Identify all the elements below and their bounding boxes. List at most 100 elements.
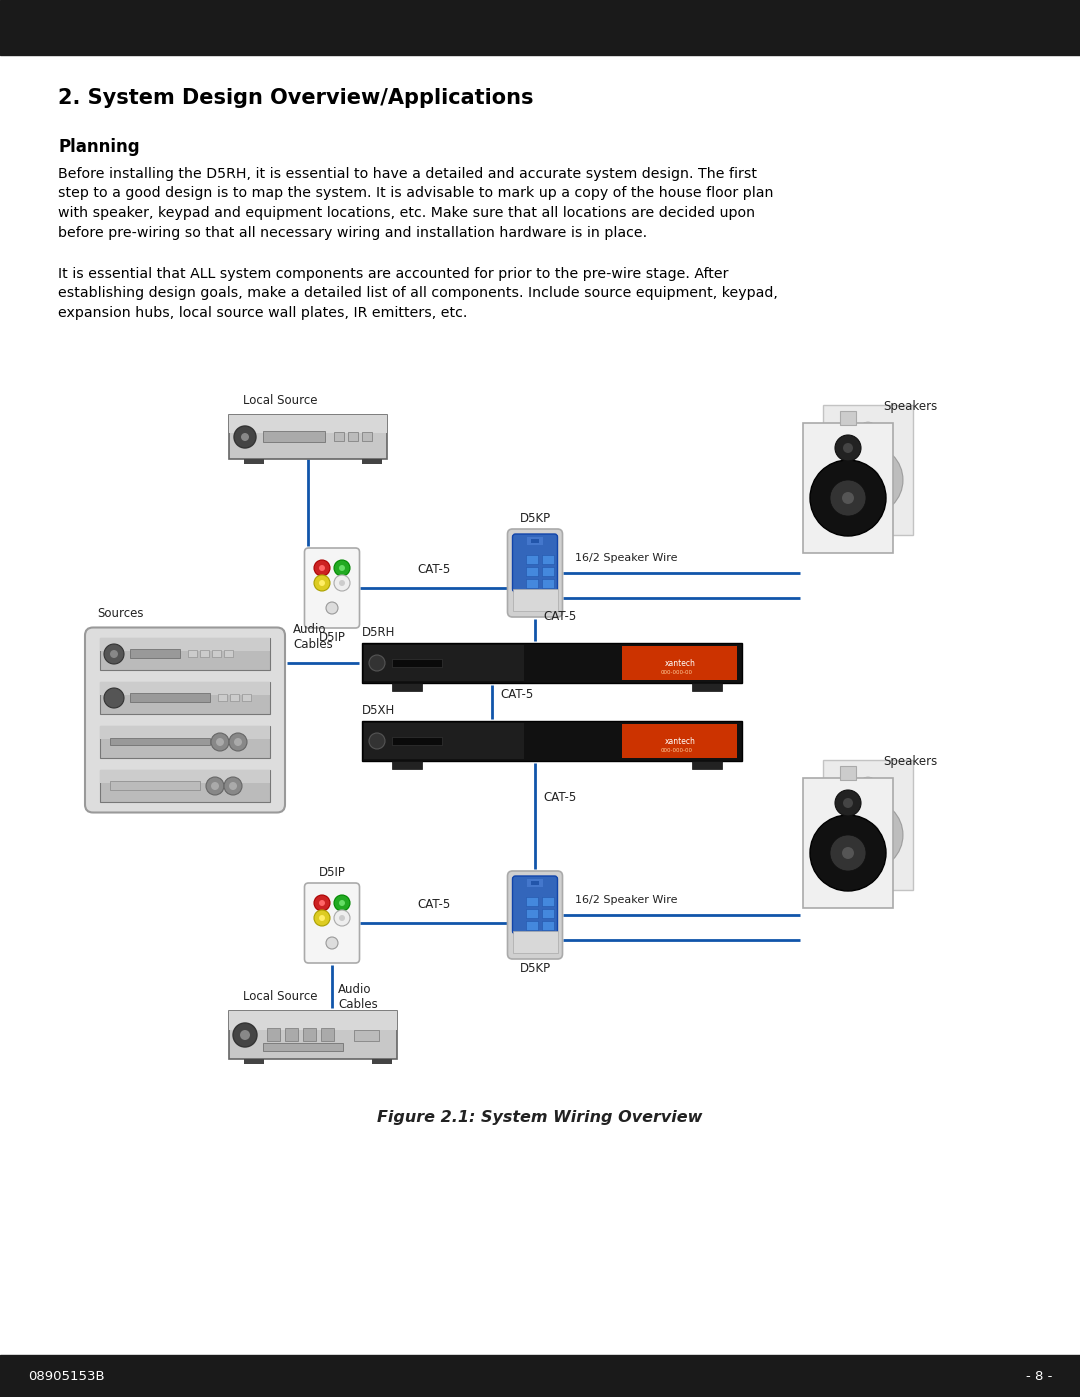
Text: step to a good design is to map the system. It is advisable to mark up a copy of: step to a good design is to map the syst…	[58, 187, 773, 201]
Text: D5KP: D5KP	[519, 511, 551, 525]
Text: Planning: Planning	[58, 138, 139, 156]
Circle shape	[369, 655, 384, 671]
Text: Audio
Cables: Audio Cables	[338, 983, 378, 1011]
Text: establishing design goals, make a detailed list of all components. Include sourc: establishing design goals, make a detail…	[58, 286, 778, 300]
Bar	[804, 778, 893, 908]
Bar	[188, 650, 197, 657]
Bar	[362, 643, 742, 683]
Bar	[0, 0, 1080, 54]
Bar	[624, 668, 734, 678]
Text: expansion hubs, local source wall plates, IR emitters, etc.: expansion hubs, local source wall plates…	[58, 306, 468, 320]
Bar	[624, 746, 734, 756]
Bar	[513, 930, 557, 953]
FancyBboxPatch shape	[85, 627, 285, 813]
Circle shape	[314, 560, 330, 576]
Bar	[100, 682, 270, 694]
Circle shape	[334, 560, 350, 576]
Bar	[285, 1028, 298, 1041]
Bar	[840, 766, 856, 780]
Bar	[542, 909, 554, 918]
Bar	[526, 921, 538, 930]
Text: xantech: xantech	[664, 736, 696, 746]
Circle shape	[843, 443, 853, 453]
Circle shape	[326, 602, 338, 615]
Bar	[264, 432, 325, 441]
Circle shape	[216, 738, 224, 746]
Bar	[542, 921, 554, 930]
Bar	[804, 423, 893, 553]
Circle shape	[224, 777, 242, 795]
Circle shape	[211, 733, 229, 752]
Bar	[542, 555, 554, 564]
Bar	[527, 536, 543, 545]
Bar	[100, 726, 270, 759]
Bar	[244, 460, 264, 464]
Text: Sources: Sources	[97, 608, 144, 620]
Bar	[840, 411, 856, 425]
Bar	[130, 650, 180, 658]
Text: CAT-5: CAT-5	[417, 563, 450, 576]
FancyBboxPatch shape	[305, 548, 360, 629]
Bar	[622, 724, 737, 759]
Bar	[531, 539, 539, 543]
Bar	[110, 738, 210, 745]
Text: CAT-5: CAT-5	[417, 898, 450, 911]
Bar	[531, 882, 539, 886]
Circle shape	[229, 733, 247, 752]
Circle shape	[339, 580, 345, 585]
Bar	[526, 567, 538, 576]
Bar	[224, 650, 233, 657]
Bar	[100, 726, 270, 739]
Bar	[242, 694, 251, 701]
Bar	[212, 650, 221, 657]
Bar	[692, 683, 723, 692]
Bar	[200, 650, 210, 657]
Text: D5XH: D5XH	[362, 704, 395, 717]
Circle shape	[240, 1030, 249, 1039]
Bar	[218, 694, 227, 701]
Circle shape	[334, 576, 350, 591]
Bar	[362, 721, 742, 761]
Text: 16/2 Speaker Wire: 16/2 Speaker Wire	[575, 553, 677, 563]
Bar	[334, 432, 345, 441]
Text: xantech: xantech	[664, 658, 696, 668]
Bar	[264, 1044, 343, 1051]
Text: 16/2 Speaker Wire: 16/2 Speaker Wire	[575, 895, 677, 905]
FancyBboxPatch shape	[513, 534, 557, 592]
Bar	[392, 659, 442, 666]
FancyBboxPatch shape	[508, 870, 563, 958]
Text: CAT-5: CAT-5	[543, 791, 577, 805]
Text: Speakers: Speakers	[883, 754, 937, 768]
Text: D5IP: D5IP	[319, 631, 346, 644]
Text: D5IP: D5IP	[319, 866, 346, 879]
Bar	[229, 415, 387, 460]
Bar	[362, 460, 382, 464]
Circle shape	[211, 782, 219, 789]
Circle shape	[339, 915, 345, 921]
FancyBboxPatch shape	[508, 529, 563, 617]
Circle shape	[319, 564, 325, 571]
Bar	[321, 1028, 334, 1041]
Text: - 8 -: - 8 -	[1026, 1369, 1052, 1383]
Bar	[267, 1028, 280, 1041]
Circle shape	[319, 915, 325, 921]
Bar	[527, 879, 543, 887]
Bar	[362, 432, 372, 441]
Circle shape	[241, 433, 249, 441]
Circle shape	[314, 895, 330, 911]
Circle shape	[833, 800, 903, 870]
FancyBboxPatch shape	[305, 883, 360, 963]
Circle shape	[831, 835, 866, 870]
Circle shape	[842, 847, 854, 859]
Text: Before installing the D5RH, it is essential to have a detailed and accurate syst: Before installing the D5RH, it is essent…	[58, 168, 757, 182]
Bar	[823, 760, 913, 890]
Bar	[392, 683, 422, 692]
Circle shape	[326, 937, 338, 949]
Bar	[100, 638, 270, 651]
Text: Local Source: Local Source	[243, 394, 318, 407]
Bar	[100, 682, 270, 714]
Bar	[622, 645, 737, 680]
Bar	[513, 590, 557, 610]
Bar	[372, 1059, 392, 1065]
Circle shape	[810, 814, 886, 891]
